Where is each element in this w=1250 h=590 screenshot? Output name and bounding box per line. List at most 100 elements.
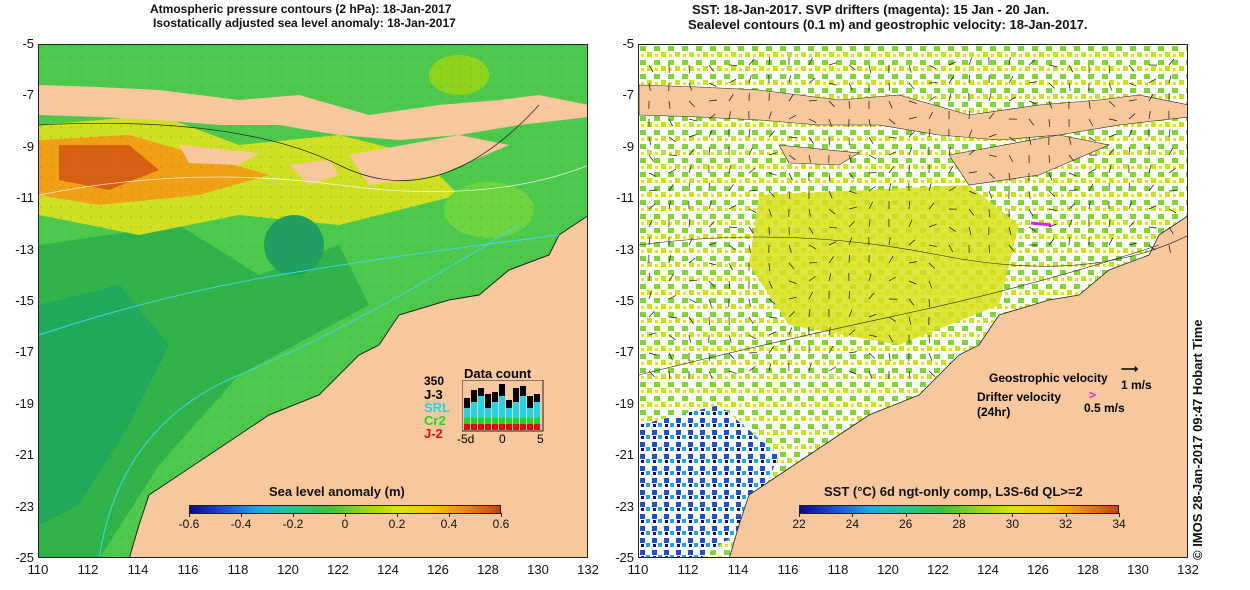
x-tick-label: 132 <box>577 562 599 577</box>
data-count-bar <box>492 424 498 430</box>
velocity-arrow <box>828 345 834 354</box>
velocity-arrow <box>1088 201 1091 210</box>
velocity-arrow <box>648 154 654 162</box>
velocity-arrow <box>708 64 714 72</box>
data-count-bar <box>471 424 477 430</box>
velocity-arrow <box>848 351 857 354</box>
velocity-arrow <box>708 262 717 266</box>
velocity-arrow <box>868 219 871 228</box>
velocity-arrow <box>748 244 752 253</box>
velocity-arrow <box>1108 100 1116 107</box>
y-tick-label: -11 <box>16 190 34 206</box>
pressure-contour-cyan <box>39 234 560 336</box>
velocity-arrow <box>908 261 917 264</box>
velocity-arrow <box>888 237 891 246</box>
velocity-arrow <box>968 226 972 235</box>
velocity-arrow <box>1108 133 1117 138</box>
velocity-arrow <box>848 82 853 91</box>
velocity-arrow <box>1128 82 1137 87</box>
data-count-bar <box>499 424 505 430</box>
velocity-arrow <box>1008 96 1017 102</box>
velocity-arrow <box>848 100 851 109</box>
velocity-arrow <box>948 165 954 174</box>
velocity-arrow <box>668 274 674 282</box>
velocity-arrow <box>1068 189 1077 192</box>
sla-colorbar-title: Sea level anomaly (m) <box>269 484 405 499</box>
data-count-bar <box>513 388 519 402</box>
x-tick-label: 132 <box>1177 562 1199 577</box>
velocity-arrow <box>748 298 751 307</box>
sea-level-map-svg <box>39 45 587 557</box>
velocity-arrow <box>788 190 791 199</box>
velocity-arrow <box>848 190 857 194</box>
velocity-arrow <box>788 172 793 181</box>
velocity-arrow <box>1048 118 1050 128</box>
velocity-arrow <box>688 316 694 324</box>
velocity-arrow <box>828 100 835 108</box>
velocity-arrow <box>868 136 874 144</box>
velocity-arrow <box>728 262 733 271</box>
velocity-arrow <box>728 370 737 374</box>
savu-land <box>289 160 339 185</box>
data-count-bar <box>471 390 477 402</box>
velocity-arrow <box>728 78 737 84</box>
velocity-arrow <box>1028 190 1031 199</box>
data-count-bar <box>464 408 470 418</box>
velocity-arrow <box>1088 183 1094 192</box>
velocity-arrow <box>1068 64 1074 73</box>
y-tick-label: -5 <box>622 36 634 51</box>
velocity-arrow <box>1068 172 1077 177</box>
satellite-label: J-3 <box>424 387 443 402</box>
velocity-arrow <box>848 64 856 71</box>
velocity-arrow <box>868 118 871 127</box>
data-count-bar <box>492 402 498 418</box>
colorbar-tick-mark <box>799 513 800 517</box>
colorbar-tick-label: 34 <box>1112 517 1126 531</box>
x-tick-label: 114 <box>727 562 749 577</box>
velocity-arrow <box>1008 75 1014 84</box>
velocity-arrow <box>828 241 837 246</box>
data-count-bar <box>478 396 484 418</box>
velocity-arrow <box>928 352 933 361</box>
data-count-bar <box>506 408 512 418</box>
velocity-arrow <box>648 219 653 228</box>
colorbar-tick-label: 30 <box>1005 517 1019 531</box>
imos-credit: © IMOS 28-Jan-2017 09:47 Hobart Time <box>1190 319 1205 560</box>
velocity-arrow <box>748 226 754 234</box>
velocity-arrow <box>908 100 917 104</box>
data-count-bar <box>478 418 484 424</box>
velocity-arrow <box>928 202 935 210</box>
y-tick-label: -23 <box>615 498 634 514</box>
data-count-bar <box>464 424 470 430</box>
velocity-arrow <box>808 57 813 66</box>
velocity-arrow <box>1108 64 1110 74</box>
velocity-arrow <box>768 111 772 120</box>
x-tick-label: 122 <box>927 562 949 577</box>
data-count-bar <box>527 418 533 424</box>
data-count-bar <box>520 418 526 424</box>
velocity-arrow <box>848 329 856 336</box>
data-count-bar <box>485 394 491 408</box>
velocity-arrow <box>708 242 717 246</box>
data-count-bar <box>478 424 484 430</box>
y-tick-label: -15 <box>615 293 634 308</box>
velocity-arrow <box>1128 182 1130 192</box>
velocity-arrow <box>1148 165 1152 174</box>
velocity-arrow <box>728 111 731 120</box>
sea-level-anomaly-map[interactable]: Sea level anomaly (m) -0.6 -0.4 -0.2 0 0.2 0.… <box>38 44 588 558</box>
velocity-arrow <box>928 96 936 102</box>
colorbar-tick-mark <box>293 513 294 517</box>
velocity-arrow <box>808 99 817 102</box>
velocity-arrow <box>928 244 937 248</box>
velocity-arrow <box>648 291 652 300</box>
velocity-arrow <box>808 291 813 300</box>
colorbar-tick-mark <box>905 513 907 517</box>
data-count-bar <box>506 400 512 408</box>
velocity-arrow <box>808 363 812 372</box>
velocity-arrow <box>868 64 872 73</box>
geostrophic-legend-scale: 1 m/s <box>1121 378 1152 392</box>
data-count-bar <box>485 408 491 418</box>
velocity-arrow <box>988 208 990 218</box>
colorbar-tick-label: 26 <box>898 517 913 531</box>
sst-map[interactable]: Geostrophic velocity ⟶ 1 m/s Drifter vel… <box>638 44 1188 558</box>
